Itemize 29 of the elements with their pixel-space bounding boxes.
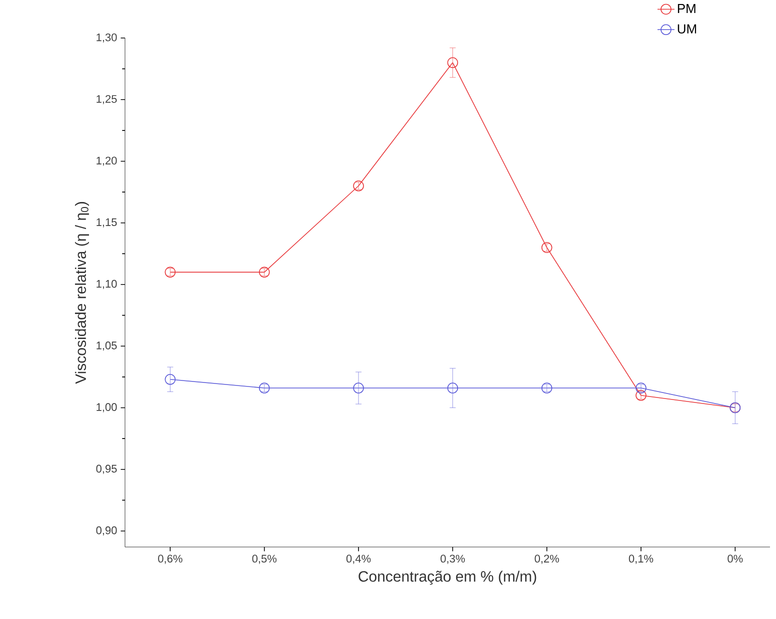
point	[541, 382, 552, 394]
x-tick-label: 0,3%	[440, 554, 465, 564]
y-tick-label: 1,20	[96, 156, 117, 166]
y-tick-label: 1,30	[96, 33, 117, 43]
x-tick-label: 0,4%	[346, 554, 371, 564]
x-tick-label: 0,2%	[534, 554, 559, 564]
point	[258, 382, 270, 394]
point	[541, 242, 552, 253]
x-tick-label: 0,6%	[158, 554, 182, 564]
y-tick-label: 1,15	[96, 218, 117, 228]
y-tick-label: 0,95	[96, 464, 117, 474]
y-tick-label: 1,25	[96, 95, 117, 104]
x-axis-title: Concentração em % (m/m)	[358, 570, 536, 585]
point	[164, 266, 176, 278]
y-tick-label: 1,05	[96, 342, 117, 351]
point	[353, 382, 364, 394]
x-tick-label: 0,5%	[252, 554, 277, 564]
point	[164, 374, 176, 385]
legend-label: UM	[678, 24, 696, 34]
legend-label: PM	[678, 4, 696, 13]
x-tick-label: 0%	[728, 554, 743, 563]
point	[447, 382, 458, 394]
y-tick-label: 1,10	[96, 280, 117, 290]
x-tick-label: 0,1%	[628, 554, 654, 564]
y-tick-label: 0,90	[96, 526, 117, 536]
point	[258, 266, 270, 278]
y-axis-title: Viscosidade relativa (η / η$_{0}$)	[75, 202, 89, 384]
point	[447, 57, 458, 68]
y-tick-label: 1,00	[96, 403, 117, 412]
